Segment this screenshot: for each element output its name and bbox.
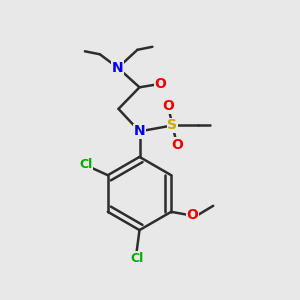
Text: S: S bbox=[167, 118, 178, 132]
Text: Cl: Cl bbox=[130, 252, 143, 265]
Text: O: O bbox=[162, 99, 174, 113]
Text: O: O bbox=[154, 77, 166, 91]
Text: N: N bbox=[134, 124, 145, 138]
Text: O: O bbox=[171, 138, 183, 152]
Text: O: O bbox=[186, 208, 198, 222]
Text: Cl: Cl bbox=[79, 158, 92, 171]
Text: N: N bbox=[112, 61, 124, 75]
